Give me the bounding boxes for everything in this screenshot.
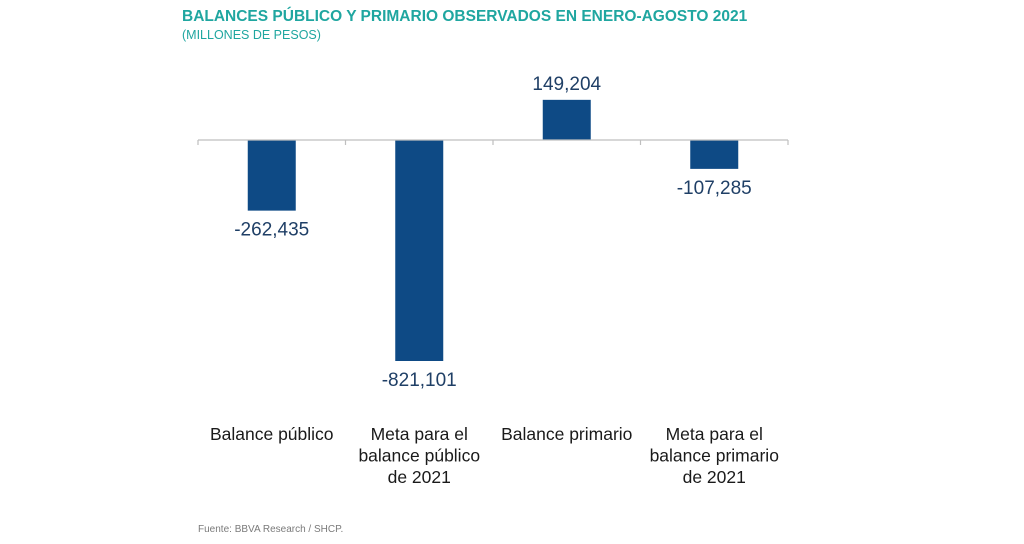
source-note: Fuente: BBVA Research / SHCP. — [198, 524, 344, 535]
value-label-0: -262,435 — [234, 220, 309, 241]
bar-2 — [542, 99, 591, 140]
chart-subtitle: (MILLONES DE PESOS) — [182, 28, 321, 42]
category-label-3: Meta para el balance primario de 2021 — [650, 424, 779, 487]
value-label-3: -107,285 — [677, 178, 752, 199]
chart-title: BALANCES PÚBLICO Y PRIMARIO OBSERVADOS E… — [182, 8, 748, 25]
value-label-1: -821,101 — [382, 370, 457, 391]
bar-chart: -262,435 -821,101 149,204 -107,285 Balance p… — [197, 74, 789, 487]
category-label-2: Balance primario — [501, 424, 632, 444]
value-label-2: 149,204 — [532, 74, 601, 95]
bar-1 — [395, 140, 444, 361]
bar-0 — [247, 140, 296, 211]
category-label-0: Balance público — [210, 424, 334, 444]
category-label-1: Meta para el balance público de 2021 — [358, 424, 480, 487]
bar-3 — [690, 140, 739, 169]
